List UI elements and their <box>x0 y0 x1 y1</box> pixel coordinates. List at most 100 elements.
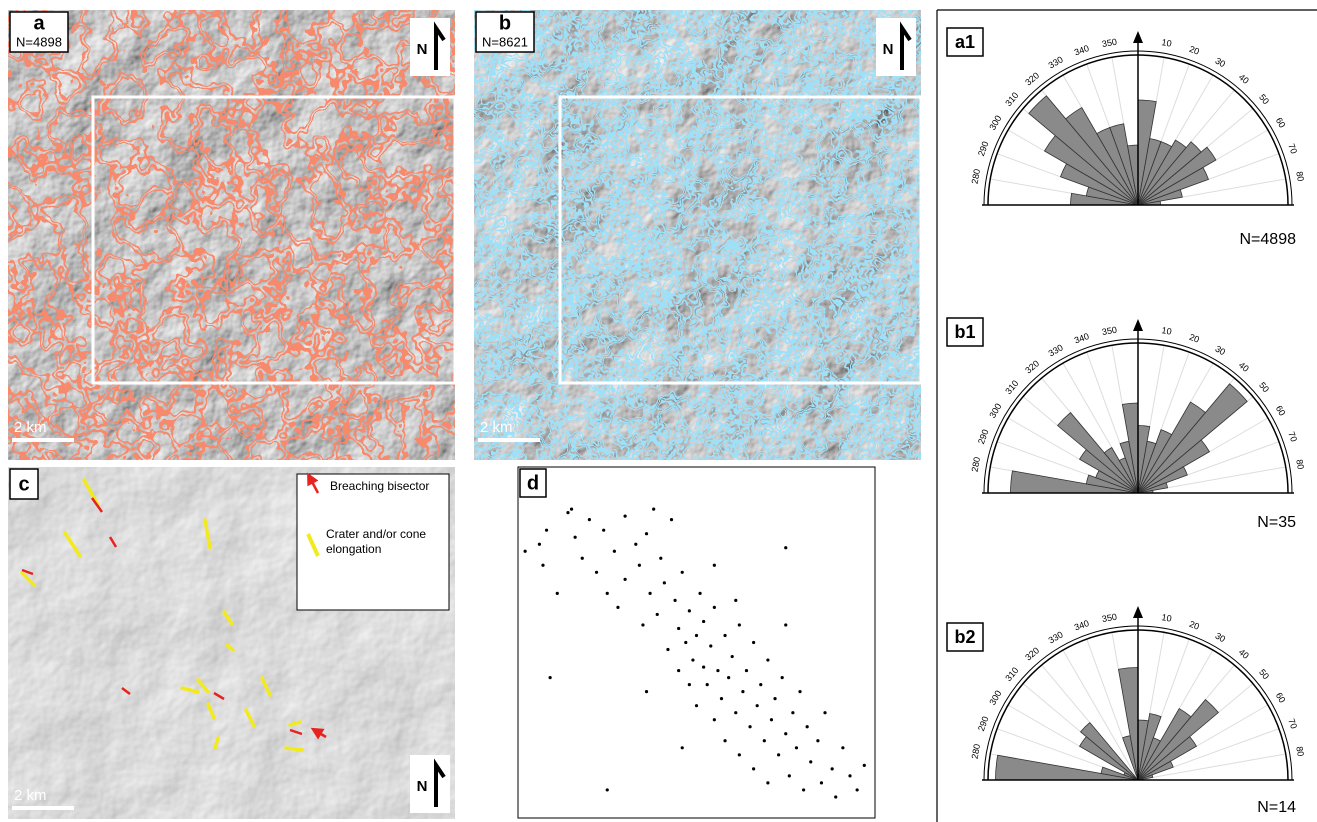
scatter-point <box>748 725 751 728</box>
scatter-point <box>784 732 787 735</box>
scatter-point <box>856 788 859 791</box>
scatter-point <box>823 711 826 714</box>
scatter-point <box>602 529 605 532</box>
north-arrowhead <box>1133 606 1143 618</box>
scatter-point <box>681 571 684 574</box>
direction-label: 60 <box>1274 691 1288 705</box>
direction-label: 30 <box>1213 56 1227 70</box>
scatter-point <box>545 529 548 532</box>
scatter-point <box>766 658 769 661</box>
north-label: N <box>417 778 428 795</box>
scatter-point <box>727 676 730 679</box>
scatter-point <box>848 774 851 777</box>
direction-label: 50 <box>1257 92 1271 106</box>
direction-label: 280 <box>970 743 982 760</box>
scatter-point <box>763 739 766 742</box>
scatter-point <box>766 781 769 784</box>
scatter-point <box>673 599 676 602</box>
direction-label: 310 <box>1003 665 1020 683</box>
figure: aN=4898N2 kmbN=8621N2 kmcN2 kmBreaching … <box>0 0 1317 822</box>
scatter-point <box>606 592 609 595</box>
scatter-point <box>741 690 744 693</box>
scatter-point <box>795 746 798 749</box>
scatter-point <box>802 788 805 791</box>
direction-label: 330 <box>1047 54 1065 70</box>
scatter-point <box>538 543 541 546</box>
scatter-point <box>784 546 787 549</box>
scatter-point <box>834 795 837 798</box>
direction-label: 70 <box>1286 142 1299 155</box>
direction-label: 340 <box>1073 618 1091 633</box>
legend-label: Crater and/or cone elongation <box>326 527 446 557</box>
scatter-point <box>677 669 680 672</box>
panel-label: a <box>33 12 45 34</box>
legend-label: Breaching bisector <box>330 479 429 493</box>
scatter-point <box>777 753 780 756</box>
direction-label: 300 <box>987 689 1003 707</box>
direction-label: 30 <box>1213 344 1227 358</box>
scatter-point <box>788 774 791 777</box>
direction-label: 10 <box>1161 37 1173 49</box>
scatter-point <box>698 592 701 595</box>
scatter-point <box>666 648 669 651</box>
scatter-point <box>738 623 741 626</box>
scatter-point <box>641 623 644 626</box>
scatter-point <box>648 592 651 595</box>
direction-label: 40 <box>1237 360 1251 374</box>
scatter-point <box>784 623 787 626</box>
scatter-point <box>524 550 527 553</box>
scatter-point <box>770 718 773 721</box>
scatter-point <box>713 564 716 567</box>
direction-label: 280 <box>970 456 982 473</box>
count-label: N=14 <box>1257 799 1296 816</box>
scatter-point <box>745 669 748 672</box>
direction-label: 330 <box>1047 342 1065 358</box>
scatter-point <box>756 704 759 707</box>
scatter-point <box>677 627 680 630</box>
scatter-point <box>645 532 648 535</box>
scatter-point <box>663 581 666 584</box>
scatter-point <box>773 697 776 700</box>
direction-label: 60 <box>1274 116 1288 130</box>
scatter-point <box>606 788 609 791</box>
direction-label: 10 <box>1161 325 1173 337</box>
legend-label-box: Crater and/or cone elongation <box>326 527 446 567</box>
direction-label: 310 <box>1003 378 1020 396</box>
panel-label: a1 <box>955 32 975 52</box>
scatter-frame <box>518 467 875 818</box>
direction-label: 30 <box>1213 631 1227 645</box>
direction-label: 350 <box>1101 37 1118 49</box>
direction-label: 350 <box>1101 325 1118 337</box>
scatter-point <box>713 718 716 721</box>
direction-label: 330 <box>1047 629 1065 645</box>
direction-label: 340 <box>1073 43 1091 58</box>
direction-label: 80 <box>1294 746 1306 758</box>
scatter-point <box>820 781 823 784</box>
scatter-point <box>723 634 726 637</box>
scatter-point <box>695 704 698 707</box>
direction-label: 290 <box>976 140 991 158</box>
scatter-point <box>581 557 584 560</box>
north-arrowhead <box>1133 31 1143 43</box>
direction-label: 50 <box>1257 667 1271 681</box>
direction-label: 300 <box>987 402 1003 420</box>
scatter-point <box>734 599 737 602</box>
north-label: N <box>883 41 894 58</box>
scatter-point <box>659 557 662 560</box>
scatter-point <box>863 764 866 767</box>
panel-label: b <box>499 12 511 34</box>
direction-label: 320 <box>1023 358 1041 375</box>
north-arrowhead <box>1133 319 1143 331</box>
scatter-point <box>691 658 694 661</box>
scatter-point <box>720 697 723 700</box>
scatter-point <box>566 511 569 514</box>
drainage-b <box>474 10 921 460</box>
direction-label: 20 <box>1188 44 1201 57</box>
scatter-point <box>738 753 741 756</box>
direction-label: 40 <box>1237 72 1251 86</box>
direction-label: 290 <box>976 715 991 733</box>
scatter-point <box>752 641 755 644</box>
north-label: N <box>417 41 428 58</box>
panel-label: d <box>527 472 539 494</box>
scatter-point <box>841 746 844 749</box>
